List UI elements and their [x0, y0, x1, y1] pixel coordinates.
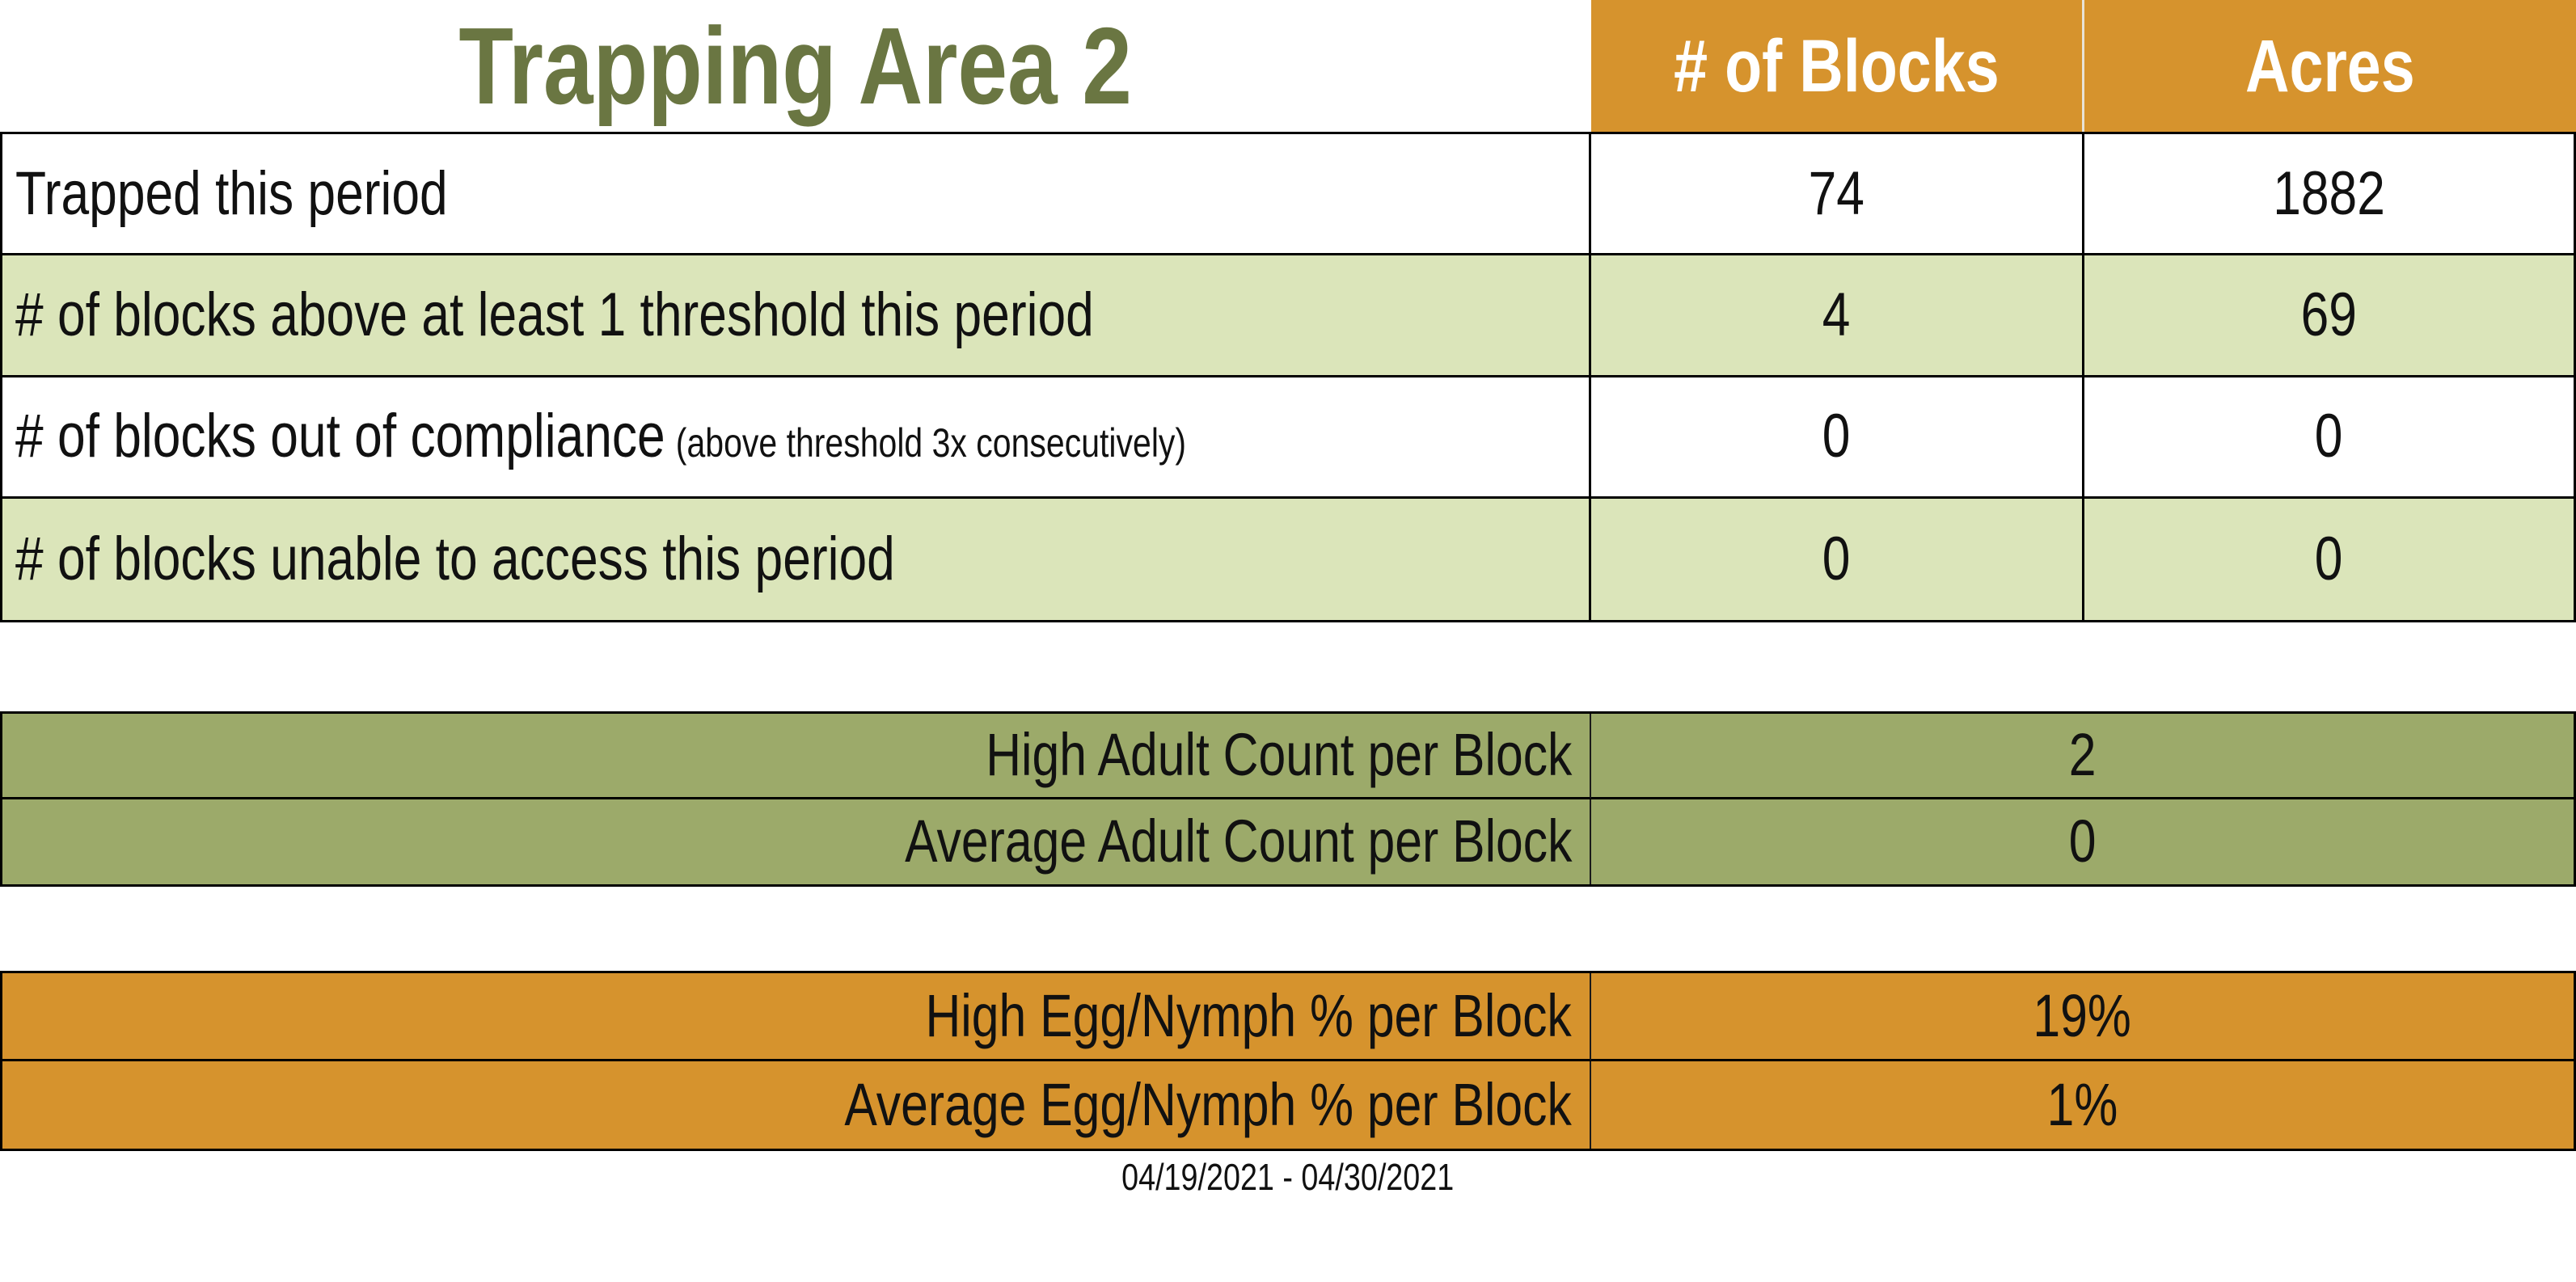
summary-acres-value: 1882: [2084, 134, 2574, 256]
date-range-text: 04/19/2021 - 04/30/2021: [1121, 1156, 1455, 1198]
summary-blocks-value-text: 4: [1822, 280, 1851, 349]
summary-acres-value-text: 1882: [2273, 158, 2385, 228]
summary-acres-value: 0: [2084, 377, 2574, 499]
summary-acres-value-text: 0: [2315, 524, 2343, 593]
summary-table: Trapped this period 74 1882 # of blocks …: [0, 132, 2576, 622]
egg-nymph-label-text: High Egg/Nymph % per Block: [925, 981, 1572, 1049]
summary-blocks-value: 74: [1591, 134, 2084, 256]
adult-count-label: Average Adult Count per Block: [2, 799, 1591, 884]
adult-count-value-text: 2: [2068, 721, 2097, 789]
summary-row-label: Trapped this period: [2, 134, 1591, 256]
adult-count-label-text: Average Adult Count per Block: [904, 808, 1572, 875]
summary-row-label-note: (above threshold 3x consecutively): [675, 420, 1187, 466]
summary-row-label-text: # of blocks above at least 1 threshold t…: [15, 280, 1094, 349]
summary-acres-value: 0: [2084, 498, 2574, 620]
summary-row-label: # of blocks unable to access this period: [2, 498, 1591, 620]
egg-nymph-value-text: 1%: [2046, 1070, 2118, 1138]
adult-count-value: 0: [1591, 799, 2574, 885]
adult-count-value: 2: [1591, 714, 2574, 799]
adult-count-label: High Adult Count per Block: [2, 714, 1591, 799]
summary-blocks-value-text: 0: [1822, 402, 1851, 471]
egg-nymph-value-text: 19%: [2033, 981, 2132, 1049]
page-title-text: Trapping Area 2: [458, 5, 1133, 127]
summary-acres-value-text: 0: [2315, 402, 2343, 471]
egg-nymph-label: Average Egg/Nymph % per Block: [2, 1061, 1591, 1149]
column-header-blocks: # of Blocks: [1591, 0, 2082, 132]
egg-nymph-value: 1%: [1591, 1061, 2574, 1149]
summary-row-label-text: Trapped this period: [15, 158, 448, 228]
adult-count-label-text: High Adult Count per Block: [985, 721, 1572, 789]
column-header-acres: Acres: [2084, 0, 2576, 132]
egg-nymph-label-text: Average Egg/Nymph % per Block: [844, 1070, 1572, 1138]
summary-row-label: # of blocks above at least 1 threshold t…: [2, 255, 1591, 377]
summary-blocks-value-text: 0: [1822, 524, 1851, 593]
summary-acres-value: 69: [2084, 255, 2574, 377]
summary-acres-value-text: 69: [2300, 280, 2358, 349]
egg-nymph-table: High Egg/Nymph % per Block 19% Average E…: [0, 971, 2576, 1151]
summary-row-label: # of blocks out of compliance (above thre…: [2, 377, 1591, 499]
adult-count-table: High Adult Count per Block 2 Average Adu…: [0, 711, 2576, 887]
column-header-blocks-text: # of Blocks: [1674, 24, 2000, 108]
summary-blocks-value: 4: [1591, 255, 2084, 377]
summary-row-label-text: # of blocks out of compliance: [15, 402, 665, 471]
date-range: 04/19/2021 - 04/30/2021: [0, 1156, 2576, 1198]
summary-blocks-value: 0: [1591, 498, 2084, 620]
summary-blocks-value: 0: [1591, 377, 2084, 499]
summary-row-label-text: # of blocks unable to access this period: [15, 524, 895, 593]
adult-count-value-text: 0: [2068, 808, 2097, 875]
summary-blocks-value-text: 74: [1808, 158, 1865, 228]
egg-nymph-value: 19%: [1591, 973, 2574, 1061]
egg-nymph-label: High Egg/Nymph % per Block: [2, 973, 1591, 1061]
column-header-acres-text: Acres: [2245, 24, 2415, 108]
header-column-divider: [2082, 0, 2084, 132]
page-title: Trapping Area 2: [0, 0, 1591, 132]
